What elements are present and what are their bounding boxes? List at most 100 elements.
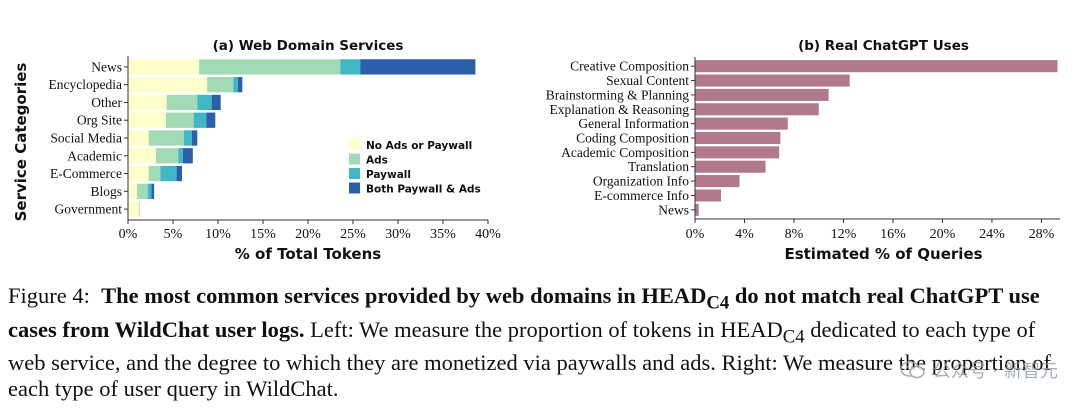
left-xtick-label: 25% [340,227,366,242]
right-bar-organization-info [695,175,740,188]
right-xtick-label: 8% [785,227,804,242]
left-xtick-label: 35% [430,227,456,242]
left-bar-news-seg1 [199,59,341,75]
right-ytick-label: Academic Composition [561,145,689,160]
right-ytick-label: Sexual Content [606,73,689,88]
legend-label-0: No Ads or Paywall [366,140,472,152]
caption-label: Figure 4: [8,283,90,308]
left-bar-academic-seg1 [155,148,179,164]
right-bar-explanation-reasoning [695,103,819,116]
right-ytick-label: Coding Composition [576,131,689,146]
left-bar-org-site-seg2 [193,112,207,128]
left-bar-blogs-seg3 [151,183,155,199]
right-bar-translation [695,160,766,173]
right-bar-general-information [695,117,788,130]
right-xtick-label: 0% [686,227,705,242]
legend-label-3: Both Paywall & Ads [366,184,481,196]
left-y-axis-label: Service Categories [12,63,30,222]
watermark-text: 公众号 · 新智元 [932,361,1058,382]
left-xtick-label: 40% [475,227,501,242]
right-bar-academic-composition [695,146,780,159]
right-bar-coding-composition [695,131,781,145]
caption-bold: The most common services provided by web… [8,283,1040,342]
left-bar-encyclopedia-seg2 [233,77,238,93]
right-bar-creative-composition [695,60,1058,73]
right-ytick-label: Creative Composition [570,59,689,74]
wechat-icon [900,361,925,379]
left-bar-government-seg1 [138,201,140,217]
figure-caption: Figure 4: The most common services provi… [8,283,1072,402]
caption-body: Left: We measure the proportion of token… [8,316,1052,402]
right-bar-news [695,203,699,216]
right-bar-e-commerce-info [695,189,721,202]
right-ytick-label: E-commerce Info [594,188,689,203]
left-bar-other-seg1 [166,94,198,111]
right-ytick-label: General Information [578,116,689,131]
left-ytick-label: Blogs [90,184,122,199]
left-chart-title: (a) Web Domain Services [213,38,404,54]
left-ytick-label: Encyclopedia [49,77,122,92]
left-ytick-label: Academic [67,148,122,163]
left-bar-other-seg0 [128,94,167,111]
left-xtick-label: 15% [250,227,276,242]
left-ytick-label: Other [91,95,122,110]
left-bar-social-media-seg3 [191,130,198,146]
legend-swatch-3 [349,182,360,194]
left-bar-encyclopedia-seg0 [128,77,208,93]
left-xtick-label: 5% [164,227,183,242]
left-bar-social-media-seg2 [183,130,192,146]
legend-label-1: Ads [366,155,388,167]
right-xtick-label: 16% [880,227,906,242]
left-bar-blogs-seg1 [137,183,148,199]
left-bar-academic-seg2 [178,148,183,164]
left-bar-academic-seg0 [128,148,156,164]
right-xtick-label: 24% [979,227,1005,242]
figure-svg: (a) Web Domain Services News Encyclopedia O… [12,38,1060,263]
left-bar-news-seg3 [360,59,476,75]
right-ytick-label: Explanation & Reasoning [550,102,690,117]
left-bar-e-commerce-seg0 [128,165,149,182]
left-bar-news-seg2 [340,59,361,75]
left-bar-e-commerce-seg3 [176,165,182,182]
right-bar-brainstorming-planning [695,88,829,101]
right-ytick-label: Organization Info [593,174,689,189]
left-ytick-label: Government [55,202,123,217]
legend-swatch-2 [349,168,360,179]
left-bar-government-seg0 [128,201,139,217]
right-ytick-label: Brainstorming & Planning [546,87,689,102]
right-xtick-label: 20% [930,227,956,242]
left-bar-org-site-seg1 [165,112,194,128]
left-bar-social-media-seg1 [148,130,184,146]
left-bar-org-site-seg3 [206,112,216,128]
legend-swatch-1 [349,153,360,165]
left-xtick-label: 20% [295,227,321,242]
legend-label-2: Paywall [366,169,411,181]
left-ytick-label: Social Media [50,131,122,146]
left-xtick-label: 30% [385,227,411,242]
left-bar-org-site-seg0 [128,112,166,128]
left-bar-encyclopedia-seg1 [207,77,234,93]
left-bar-other-seg3 [211,94,221,111]
left-bar-academic-seg3 [182,148,193,164]
right-xtick-label: 28% [1029,227,1055,242]
left-xtick-label: 0% [119,227,138,242]
right-ytick-label: Translation [628,159,689,174]
left-ytick-label: Org Site [77,113,122,128]
left-ytick-label: E-Commerce [50,166,122,181]
left-bar-e-commerce-seg1 [148,165,161,182]
watermark: 公众号 · 新智元 [899,357,1058,383]
left-x-axis-label: % of Total Tokens [235,245,381,263]
right-x-axis-label: Estimated % of Queries [784,245,982,263]
right-chart-title: (b) Real ChatGPT Uses [798,38,969,54]
left-bar-social-media-seg0 [128,130,149,146]
left-bar-other-seg2 [197,94,212,111]
right-ytick-label: News [658,202,689,217]
left-ytick-label: News [91,59,122,74]
left-bar-blogs-seg2 [147,183,152,199]
left-xtick-label: 10% [205,227,231,242]
right-bar-sexual-content [695,74,850,87]
left-bar-news-seg0 [128,59,200,75]
figure: (a) Web Domain Services News Encyclopedia O… [12,38,1060,263]
legend-swatch-0 [349,139,360,150]
left-bar-encyclopedia-seg3 [237,77,243,93]
